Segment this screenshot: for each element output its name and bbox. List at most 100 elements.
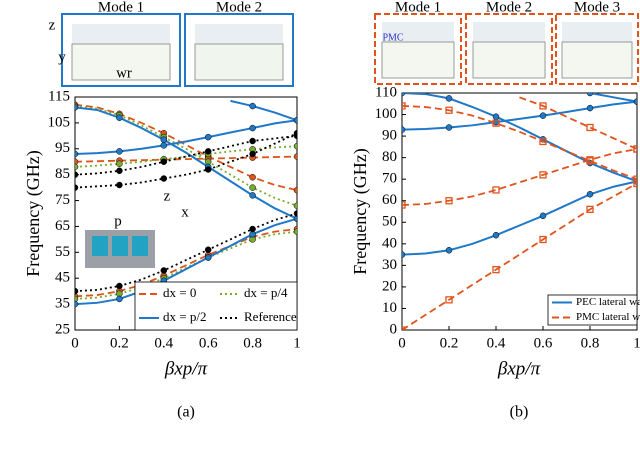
x-tick-label: 0.4 (154, 335, 173, 351)
y-tick-label: 60 (382, 192, 397, 208)
marker (75, 171, 79, 178)
marker (204, 133, 212, 141)
marker (116, 295, 123, 303)
marker (402, 126, 406, 133)
marker (204, 254, 212, 261)
marker (249, 137, 256, 145)
x-tick-label: 0.6 (199, 335, 218, 351)
marker (293, 132, 297, 140)
y-tick-label: 70 (382, 171, 397, 187)
x-tick-label: 0.4 (487, 335, 506, 351)
marker (116, 114, 123, 121)
marker (160, 158, 168, 165)
marker (293, 153, 297, 160)
x-tick-label: 0 (71, 335, 79, 351)
x-axis-label: βxp/π (497, 358, 541, 379)
y-tick-label: 50 (382, 214, 397, 230)
y-tick-label: 105 (48, 114, 71, 130)
inset-b (374, 13, 639, 85)
marker (492, 266, 500, 274)
y-axis-label: Frequency (GHz) (23, 150, 44, 276)
y-tick-label: 35 (55, 296, 70, 312)
marker (633, 98, 637, 105)
y-tick-label: 45 (55, 270, 70, 286)
annotation: z (164, 188, 171, 204)
x-axis-label: βxp/π (164, 358, 208, 379)
annotation: Mode 2 (486, 0, 532, 15)
y-tick-label: 95 (55, 140, 70, 156)
marker (116, 181, 123, 189)
marker (116, 282, 123, 290)
series-line (402, 100, 637, 131)
marker (160, 267, 168, 274)
marker (445, 197, 453, 205)
annotation: Mode 1 (98, 0, 144, 15)
marker (445, 95, 453, 102)
series-line (402, 180, 637, 256)
marker (445, 247, 453, 254)
series-line (519, 96, 637, 150)
inset-a (61, 13, 294, 268)
marker (249, 124, 256, 132)
marker (586, 123, 594, 132)
x-tick-label: 0.2 (440, 335, 459, 351)
y-tick-label: 90 (382, 128, 397, 144)
y-tick-label: 0 (390, 321, 398, 337)
x-tick-label: 0.2 (110, 335, 129, 351)
marker (204, 166, 212, 173)
marker (249, 150, 256, 158)
marker (249, 174, 256, 181)
y-tick-label: 65 (55, 218, 70, 234)
y-tick-label: 80 (382, 149, 397, 165)
marker (402, 102, 406, 110)
y-tick-label: 85 (55, 166, 70, 182)
annotation: Mode 3 (574, 0, 620, 15)
annotation: Mode 2 (216, 0, 262, 15)
marker (116, 160, 123, 168)
marker (445, 124, 453, 131)
marker (402, 251, 406, 258)
y-tick-label: 30 (382, 257, 397, 273)
series-line (75, 145, 297, 168)
marker (75, 158, 79, 165)
marker (75, 287, 79, 295)
marker (249, 192, 256, 199)
series-line (402, 93, 637, 183)
legend-label: dx = p/4 (244, 285, 288, 300)
marker (586, 205, 594, 213)
marker (539, 112, 547, 119)
marker (492, 231, 500, 239)
marker (445, 296, 453, 304)
marker (293, 117, 297, 124)
series-line (402, 182, 637, 330)
x-tick-label: 0.8 (243, 335, 262, 351)
y-tick-label: 115 (48, 88, 70, 104)
marker (293, 142, 297, 150)
series-line (402, 148, 637, 206)
marker (539, 102, 547, 110)
y-tick-label: 100 (375, 106, 398, 122)
caption: (a) (177, 404, 195, 421)
x-tick-label: 1 (293, 335, 301, 351)
y-axis-label: Frequency (GHz) (350, 148, 371, 274)
marker (116, 167, 123, 175)
marker (293, 186, 297, 194)
marker (160, 136, 168, 143)
legend-label: Reference (244, 309, 297, 324)
series-line (75, 105, 297, 207)
marker (204, 148, 212, 155)
annotation: p (114, 213, 122, 229)
marker (249, 225, 256, 233)
legend-label: dx = 0 (163, 285, 196, 300)
annotation: x (181, 204, 189, 220)
x-tick-label: 1 (633, 335, 640, 351)
y-tick-label: 10 (382, 300, 397, 316)
marker (539, 171, 547, 179)
annotation: PMC (382, 32, 403, 43)
marker (539, 235, 547, 244)
series-line (75, 228, 297, 298)
legend-label: PEC lateral walls (576, 296, 640, 308)
series-line (75, 119, 297, 155)
marker (445, 106, 453, 114)
